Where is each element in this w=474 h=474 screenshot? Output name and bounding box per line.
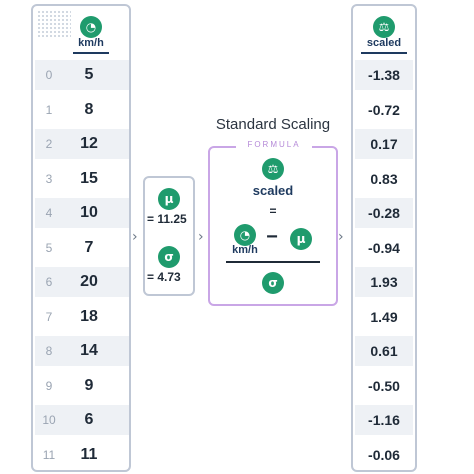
table-row: 7 18 xyxy=(35,302,129,332)
output-column-header: scaled xyxy=(366,37,402,49)
table-row: 3 15 xyxy=(35,164,129,194)
scale-icon: ⚖ xyxy=(373,16,395,38)
row-value: 9 xyxy=(84,376,94,394)
formula-numerator-left: km/h xyxy=(232,244,258,256)
scaled-value: -0.94 xyxy=(368,239,400,256)
dot-pattern xyxy=(37,10,71,38)
formula-minus: − xyxy=(266,226,278,248)
header-underline xyxy=(361,52,407,54)
fraction-bar xyxy=(226,261,320,263)
header-underline xyxy=(73,52,109,54)
row-index: 4 xyxy=(45,206,53,220)
row-value: 18 xyxy=(80,307,98,325)
row-value: 5 xyxy=(84,66,94,83)
row-index: 5 xyxy=(45,240,53,255)
mu-value: = 11.25 xyxy=(147,212,187,226)
scaled-value: -1.38 xyxy=(355,60,413,90)
scaled-value: 0.17 xyxy=(355,129,413,159)
row-value: 6 xyxy=(84,411,94,428)
row-value: 20 xyxy=(80,273,98,290)
scaled-value: -0.06 xyxy=(368,446,400,463)
row-value: 14 xyxy=(80,342,98,359)
scaled-value: -0.50 xyxy=(368,377,400,394)
chevron-right-icon: › xyxy=(198,229,204,245)
chevron-right-icon: › xyxy=(338,229,344,245)
gauge-icon: ◔ xyxy=(234,224,256,246)
row-index: 3 xyxy=(45,171,53,186)
scaled-value: 1.93 xyxy=(355,267,413,297)
table-row: 11 11 xyxy=(35,440,129,470)
formula-lhs: scaled xyxy=(252,183,294,198)
scaled-value: -1.16 xyxy=(355,405,413,435)
row-index: 8 xyxy=(45,344,53,358)
scaled-value: 0.83 xyxy=(370,170,398,187)
input-column-panel: ◔ km/h 0 5 1 8 2 12 3 15 4 10 5 7 6 20 7 18 8 14 9 9 10 6 11 11 xyxy=(31,4,131,472)
row-index: 6 xyxy=(45,275,53,289)
chevron-right-icon: › xyxy=(132,229,138,245)
table-row: 4 10 xyxy=(35,198,129,228)
row-index: 7 xyxy=(45,309,53,324)
row-value: 15 xyxy=(80,169,98,187)
stats-panel: μ = 11.25 σ = 4.73 xyxy=(143,176,195,296)
row-index: 11 xyxy=(42,447,56,462)
table-row: 10 6 xyxy=(35,405,129,435)
gauge-icon: ◔ xyxy=(80,16,102,38)
output-column-panel: ⚖ scaled -1.38 -0.72 0.17 0.83 -0.28 -0.94 1.9… xyxy=(351,4,417,472)
row-value: 10 xyxy=(80,204,98,221)
row-index: 0 xyxy=(45,68,53,82)
scale-icon: ⚖ xyxy=(262,158,284,180)
sigma-icon: σ xyxy=(262,272,284,294)
row-index: 1 xyxy=(45,102,53,117)
scaled-value: -0.28 xyxy=(355,198,413,228)
scaled-value: 1.49 xyxy=(370,308,398,325)
row-index: 9 xyxy=(45,378,53,393)
row-value: 7 xyxy=(84,238,94,256)
row-value: 12 xyxy=(80,135,98,152)
input-column-header: km/h xyxy=(78,37,104,49)
row-value: 8 xyxy=(84,100,94,118)
sigma-value: = 4.73 xyxy=(147,270,181,284)
table-row: 8 14 xyxy=(35,336,129,366)
table-row: 6 20 xyxy=(35,267,129,297)
row-index: 10 xyxy=(42,413,56,427)
row-value: 11 xyxy=(80,445,98,463)
mu-icon: μ xyxy=(158,188,180,210)
formula-equals: = xyxy=(269,204,277,218)
sigma-icon: σ xyxy=(158,246,180,268)
formula-title: Standard Scaling xyxy=(215,116,331,133)
table-row: 2 12 xyxy=(35,129,129,159)
mu-icon: μ xyxy=(290,228,312,250)
scaled-value: 0.61 xyxy=(355,336,413,366)
scaled-value: -0.72 xyxy=(368,101,400,118)
formula-tag: FORMULA xyxy=(236,140,312,152)
row-index: 2 xyxy=(45,137,53,151)
